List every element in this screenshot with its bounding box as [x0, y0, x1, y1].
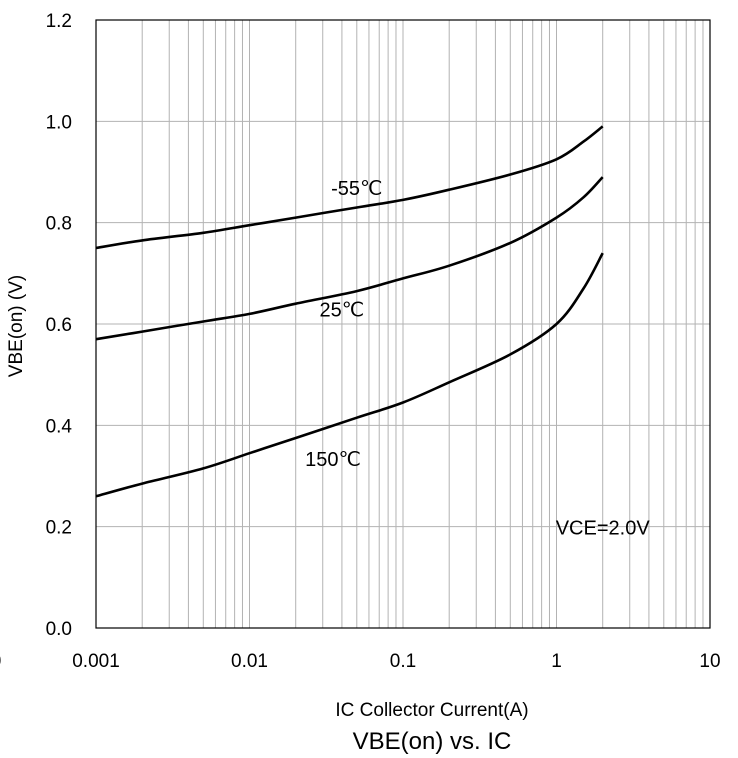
series-annotation: 150℃ — [305, 449, 361, 471]
x-tick-label: 0.001 — [72, 651, 120, 672]
x-axis-label: IC Collector Current(A) — [335, 700, 528, 721]
x-axis-ticks: 0.001 0.01 0.1 1 10 — [72, 651, 720, 672]
series-line — [95, 252, 604, 498]
x-tick-label: 10 — [699, 651, 720, 672]
y-tick-label: 1.0 — [46, 112, 72, 133]
x-tick-label: 1 — [551, 651, 562, 672]
series-layer — [95, 125, 604, 498]
y-tick-label: 1.2 — [46, 11, 72, 32]
x-tick-label-extra: 0 — [0, 651, 1, 672]
y-tick-label: 0.8 — [46, 214, 72, 235]
y-tick-label: 0.0 — [46, 619, 72, 640]
series-line — [95, 176, 604, 341]
series-annotation: -55℃ — [331, 178, 382, 200]
chart-title: VBE(on) vs. IC — [353, 728, 512, 755]
plot-area-frame — [95, 19, 711, 629]
x-tick-label: 0.01 — [231, 651, 268, 672]
grid-layer — [96, 20, 710, 628]
y-tick-label: 0.6 — [46, 315, 72, 336]
series-annotation: VCE=2.0V — [556, 517, 651, 539]
y-axis-ticks: 0.0 0.2 0.4 0.6 0.8 1.0 1.2 — [46, 11, 73, 640]
annotations: -55℃ 25℃ 150℃ VCE=2.0V — [305, 178, 650, 539]
y-tick-label: 0.4 — [46, 416, 73, 437]
y-axis-label: VBE(on) (V) — [6, 275, 27, 377]
series-annotation: 25℃ — [320, 299, 365, 321]
x-tick-label: 0.1 — [390, 651, 416, 672]
series-line — [95, 125, 604, 250]
y-tick-label: 0.2 — [46, 518, 72, 539]
